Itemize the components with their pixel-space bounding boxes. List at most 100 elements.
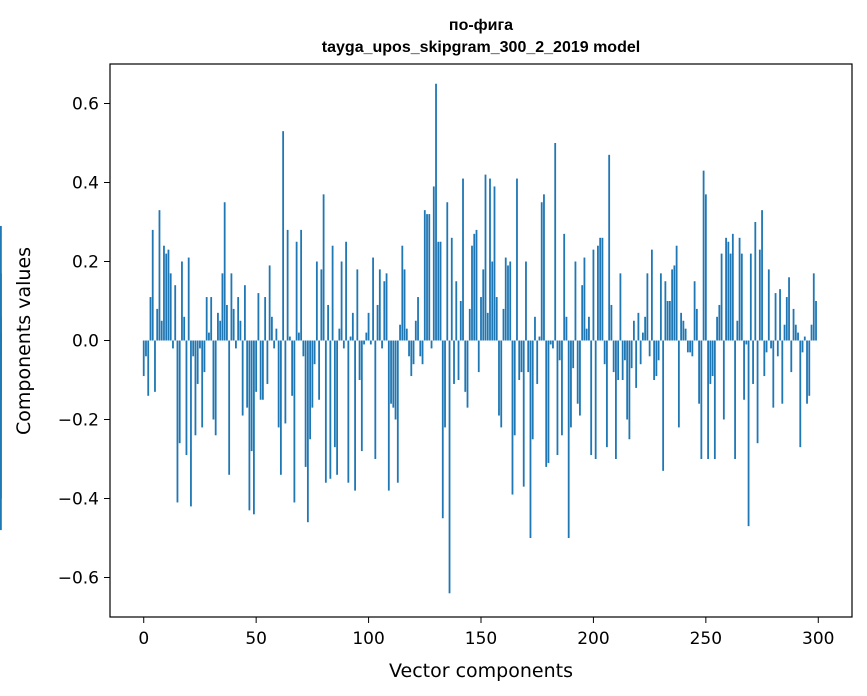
bar	[450, 237, 453, 341]
bar	[297, 332, 300, 341]
bar	[538, 336, 541, 341]
bar	[279, 340, 282, 475]
bar	[268, 265, 271, 341]
bar	[608, 154, 611, 341]
bar	[502, 308, 505, 341]
bar	[727, 241, 730, 341]
bar	[765, 340, 768, 353]
bar	[217, 312, 219, 341]
bar	[772, 340, 775, 408]
bar	[475, 229, 478, 341]
chart-title-line-2: tayga_upos_skipgram_300_2_2019 model	[322, 39, 640, 56]
bar	[810, 324, 813, 341]
bar	[147, 340, 150, 396]
bar	[808, 340, 811, 396]
bar	[734, 340, 736, 459]
bar	[392, 340, 395, 408]
bar	[428, 214, 431, 341]
bar	[520, 340, 523, 373]
x-tick-label: 100	[352, 629, 384, 649]
bar	[291, 340, 294, 396]
bar	[286, 229, 289, 341]
bar	[439, 241, 442, 341]
bar	[394, 340, 397, 420]
bar	[806, 340, 808, 404]
bar	[516, 178, 518, 341]
bar	[457, 340, 460, 380]
bar	[194, 340, 197, 436]
bar	[333, 340, 336, 448]
bar	[165, 253, 168, 341]
bar	[444, 340, 446, 428]
bar	[788, 277, 790, 341]
bar	[480, 297, 482, 341]
bar	[376, 304, 379, 341]
bar	[644, 316, 647, 341]
x-axis-label: Vector components	[389, 660, 573, 682]
bar	[662, 340, 665, 471]
bar	[527, 340, 530, 373]
bar	[401, 245, 404, 341]
bar	[576, 340, 579, 404]
bar	[664, 281, 667, 341]
bar	[567, 340, 570, 538]
bar	[349, 336, 352, 341]
bar	[689, 340, 692, 353]
bar	[169, 273, 172, 341]
bar	[235, 340, 237, 349]
bar	[471, 245, 473, 341]
x-axis-ticks: 0 50 100 150 200 250 300	[138, 617, 834, 649]
bar	[507, 265, 509, 341]
bar	[803, 336, 806, 341]
bar	[295, 241, 298, 341]
bar	[536, 340, 539, 384]
y-tick-label: 0.2	[72, 253, 99, 273]
bar	[315, 261, 318, 341]
y-tick-label: −0.6	[58, 569, 99, 589]
bar	[174, 285, 177, 341]
bar	[156, 308, 159, 341]
bar	[430, 340, 433, 349]
bar	[509, 261, 512, 341]
bar	[632, 320, 635, 341]
x-tick-label: 250	[690, 629, 722, 649]
bar	[799, 340, 802, 448]
bar	[244, 285, 246, 341]
bar	[372, 257, 374, 341]
bar	[583, 257, 586, 341]
bar	[637, 312, 640, 341]
bar	[718, 304, 721, 341]
bar	[468, 308, 471, 341]
bar	[462, 178, 464, 341]
bar	[785, 297, 788, 341]
bar	[324, 340, 327, 483]
bar	[158, 210, 161, 341]
bar	[412, 340, 415, 365]
bar	[345, 241, 347, 341]
bar	[311, 340, 314, 408]
bar	[385, 273, 388, 341]
bar	[504, 257, 507, 341]
bar	[185, 340, 188, 456]
bar	[794, 324, 797, 341]
bar	[396, 340, 399, 483]
bar	[756, 340, 759, 444]
bar	[320, 269, 323, 341]
bar	[749, 253, 752, 341]
bar	[277, 340, 280, 428]
bar	[257, 293, 260, 341]
bar	[610, 304, 613, 341]
bar	[142, 340, 145, 377]
bar	[266, 340, 269, 384]
bar	[378, 269, 381, 341]
bar	[369, 340, 372, 345]
bar	[704, 194, 707, 341]
bar	[246, 340, 249, 408]
bar	[383, 281, 386, 341]
bar	[149, 297, 152, 341]
bar	[592, 249, 595, 341]
bar	[192, 340, 195, 357]
bar	[745, 340, 748, 345]
bar	[563, 233, 566, 341]
bar	[250, 340, 253, 452]
